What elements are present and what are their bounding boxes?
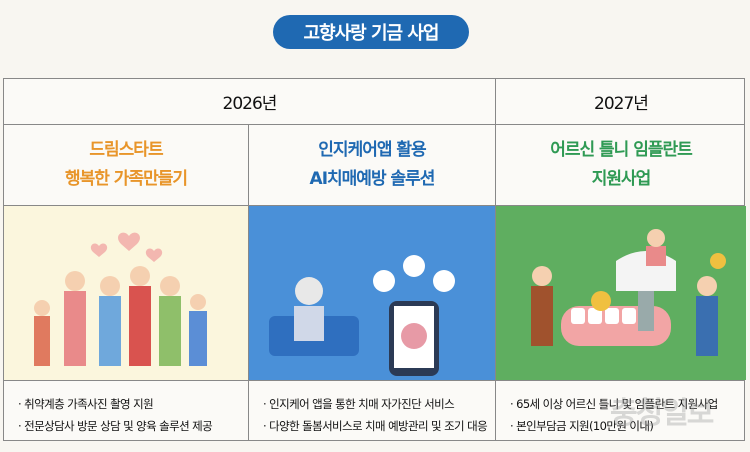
title-line: 인지케어앱 활용 xyxy=(318,140,426,160)
year-2027-header: 2027년 xyxy=(594,94,649,114)
year-2026-header: 2026년 xyxy=(4,79,496,124)
dementia-app-illustration xyxy=(249,206,496,380)
bullet-item: · 다양한 돌봄서비스로 치매 예방관리 및 조기 대응 xyxy=(263,419,488,433)
dreamstart-bullets: · 취약계층 가족사진 촬영 지원 · 전문상담사 방문 상담 및 양육 솔루션 … xyxy=(4,381,249,440)
family-illustration xyxy=(4,206,249,380)
title-line: 행복한 가족만들기 xyxy=(64,169,188,189)
title-line: 어르신 틀니 임플란트 xyxy=(550,140,693,160)
bullet-item: · 전문상담사 방문 상담 및 양육 솔루션 제공 xyxy=(18,419,213,433)
bullet-item: · 본인부담금 지원(10만원 이내) xyxy=(510,419,654,433)
page-title: 고향사랑 기금 사업 xyxy=(273,15,469,49)
title-line: AI치매예방 솔루션 xyxy=(309,169,436,189)
implant-bullets: · 65세 이상 어르신 틀니 및 임플란트 지원사업 · 본인부담금 지원(10… xyxy=(496,381,746,440)
title-line: 드림스타트 xyxy=(89,140,163,160)
title-line: 지원사업 xyxy=(591,169,652,189)
bullet-item: · 인지케어 앱을 통한 치매 자가진단 서비스 xyxy=(263,397,455,411)
implant-illustration xyxy=(496,206,746,380)
bullet-item: · 취약계층 가족사진 촬영 지원 xyxy=(18,397,154,411)
watermark: 충청일보 xyxy=(610,396,714,431)
ai-dementia-bullets: · 인지케어 앱을 통한 치매 자가진단 서비스 · 다양한 돌봄서비스로 치매 … xyxy=(249,381,496,440)
project-title-ai-dementia: 인지케어앱 활용 AI치매예방 솔루션 xyxy=(249,125,496,205)
bullet-item: · 65세 이상 어르신 틀니 및 임플란트 지원사업 xyxy=(510,397,718,411)
